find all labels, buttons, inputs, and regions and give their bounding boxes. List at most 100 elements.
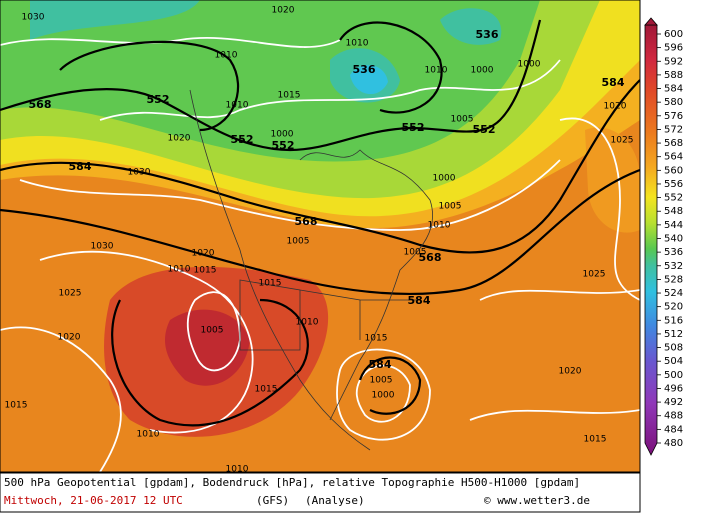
- isobar-label: 1015: [584, 435, 607, 445]
- map-area: [0, 0, 640, 472]
- isobar-label: 1005: [439, 202, 462, 212]
- isobar-label: 1015: [194, 266, 217, 276]
- colorbar-label: 520: [664, 302, 683, 313]
- cyan-low: [350, 65, 388, 95]
- isobar-label: 1010: [226, 465, 249, 475]
- geopotential-label: 552: [231, 133, 254, 146]
- isobar-label: 1015: [259, 279, 282, 289]
- isobar-label: 1030: [22, 13, 45, 23]
- geopotential-label: 568: [419, 251, 442, 264]
- colorbar-label: 572: [664, 124, 683, 135]
- colorbar-label: 484: [664, 424, 683, 435]
- colorbar-label: 560: [664, 165, 683, 176]
- footer-credit: © www.wetter3.de: [484, 494, 590, 507]
- isobar-label: 1000: [518, 60, 541, 70]
- isobar-label: 1000: [271, 130, 294, 140]
- orange-ridge: [585, 127, 640, 233]
- colorbar: [644, 24, 658, 456]
- isobar-label: 1015: [278, 91, 301, 101]
- colorbar-label: 568: [664, 138, 683, 149]
- geopotential-label: 568: [295, 215, 318, 228]
- colorbar-label: 536: [664, 247, 683, 258]
- colorbar-label: 584: [664, 84, 683, 95]
- isobar-label: 1025: [583, 270, 606, 280]
- footer-box: [0, 472, 641, 513]
- isobar-label: 1000: [471, 66, 494, 76]
- footer-title: 500 hPa Geopotential [gpdam], Bodendruck…: [4, 476, 580, 489]
- colorbar-label: 528: [664, 274, 683, 285]
- colorbar-label: 548: [664, 206, 683, 217]
- colorbar-label: 500: [664, 370, 683, 381]
- isobar-label: 1030: [128, 168, 151, 178]
- colorbar-label: 480: [664, 438, 683, 449]
- colorbar-label: 512: [664, 329, 683, 340]
- geopotential-label: 584: [602, 76, 625, 89]
- isobar-label: 1010: [137, 430, 160, 440]
- isobar-label: 1005: [287, 237, 310, 247]
- map-frame: [0, 0, 641, 473]
- geopotential-label: 584: [369, 358, 392, 371]
- colorbar-label: 556: [664, 179, 683, 190]
- colorbar-label: 496: [664, 383, 683, 394]
- geopotential-label: 552: [402, 121, 425, 134]
- isobar-label: 1015: [5, 401, 28, 411]
- colorbar-label: 580: [664, 97, 683, 108]
- isobar-label: 1020: [272, 6, 295, 16]
- isobar-label: 1020: [58, 333, 81, 343]
- colorbar-label: 504: [664, 356, 683, 367]
- isobars: [0, 37, 640, 472]
- footer-run: (Analyse): [305, 494, 365, 507]
- isobar-label: 1025: [59, 289, 82, 299]
- geopotential-contours: [0, 19, 640, 427]
- colorbar-label: 532: [664, 261, 683, 272]
- colorbar-cap: [644, 17, 658, 26]
- geopotential-label: 536: [476, 28, 499, 41]
- colorbar-label: 488: [664, 411, 683, 422]
- isobar-label: 1000: [433, 174, 456, 184]
- geopotential-label: 584: [408, 294, 431, 307]
- isobar-label: 1020: [604, 102, 627, 112]
- colorbar-label: 544: [664, 220, 683, 231]
- isobar-label: 1030: [91, 242, 114, 252]
- colorbar-label: 524: [664, 288, 683, 299]
- geopotential-label: 536: [353, 63, 376, 76]
- isobar-label: 1005: [404, 248, 427, 258]
- colorbar-label: 588: [664, 70, 683, 81]
- colorbar-label: 576: [664, 111, 683, 122]
- isobar-label: 1010: [226, 101, 249, 111]
- isobar-label: 1005: [370, 376, 393, 386]
- isobar-label: 1010: [215, 51, 238, 61]
- coastlines: [189, 89, 434, 451]
- isobar-label: 1025: [611, 136, 634, 146]
- isobar-label: 1010: [296, 318, 319, 328]
- isobar-label: 1020: [559, 367, 582, 377]
- geopotential-label: 552: [272, 139, 295, 152]
- colorbar-label: 600: [664, 29, 683, 40]
- colorbar-labels: 600 596 592 588 584 580 576 572 568 564 560 556 552 5…: [657, 29, 683, 449]
- isobar-label: 1000: [372, 391, 395, 401]
- footer-date: Mittwoch, 21-06-2017 12 UTC: [4, 494, 183, 507]
- green-band: [0, 0, 540, 162]
- isobar-label: 1005: [201, 326, 224, 336]
- isobar-label: 1010: [346, 39, 369, 49]
- geopotential-label: 568: [29, 98, 52, 111]
- colorbar-label: 552: [664, 193, 683, 204]
- isobar-label: 1020: [192, 249, 215, 259]
- isobar-label: 1010: [428, 221, 451, 231]
- darkred-heat: [165, 309, 250, 386]
- isobar-label: 1005: [451, 115, 474, 125]
- geopotential-label: 552: [147, 93, 170, 106]
- colorbar-label: 516: [664, 315, 683, 326]
- colorbar-label: 564: [664, 152, 683, 163]
- isobar-label: 1020: [168, 134, 191, 144]
- colorbar-label: 492: [664, 397, 683, 408]
- isobar-label: 1015: [255, 385, 278, 395]
- isobar-label: 1010: [168, 265, 191, 275]
- isobar-label: 1010: [425, 66, 448, 76]
- geopotential-label: 584: [69, 160, 92, 173]
- colorbar-label: 508: [664, 343, 683, 354]
- colorbar-label: 596: [664, 43, 683, 54]
- geopotential-label: 552: [473, 123, 496, 136]
